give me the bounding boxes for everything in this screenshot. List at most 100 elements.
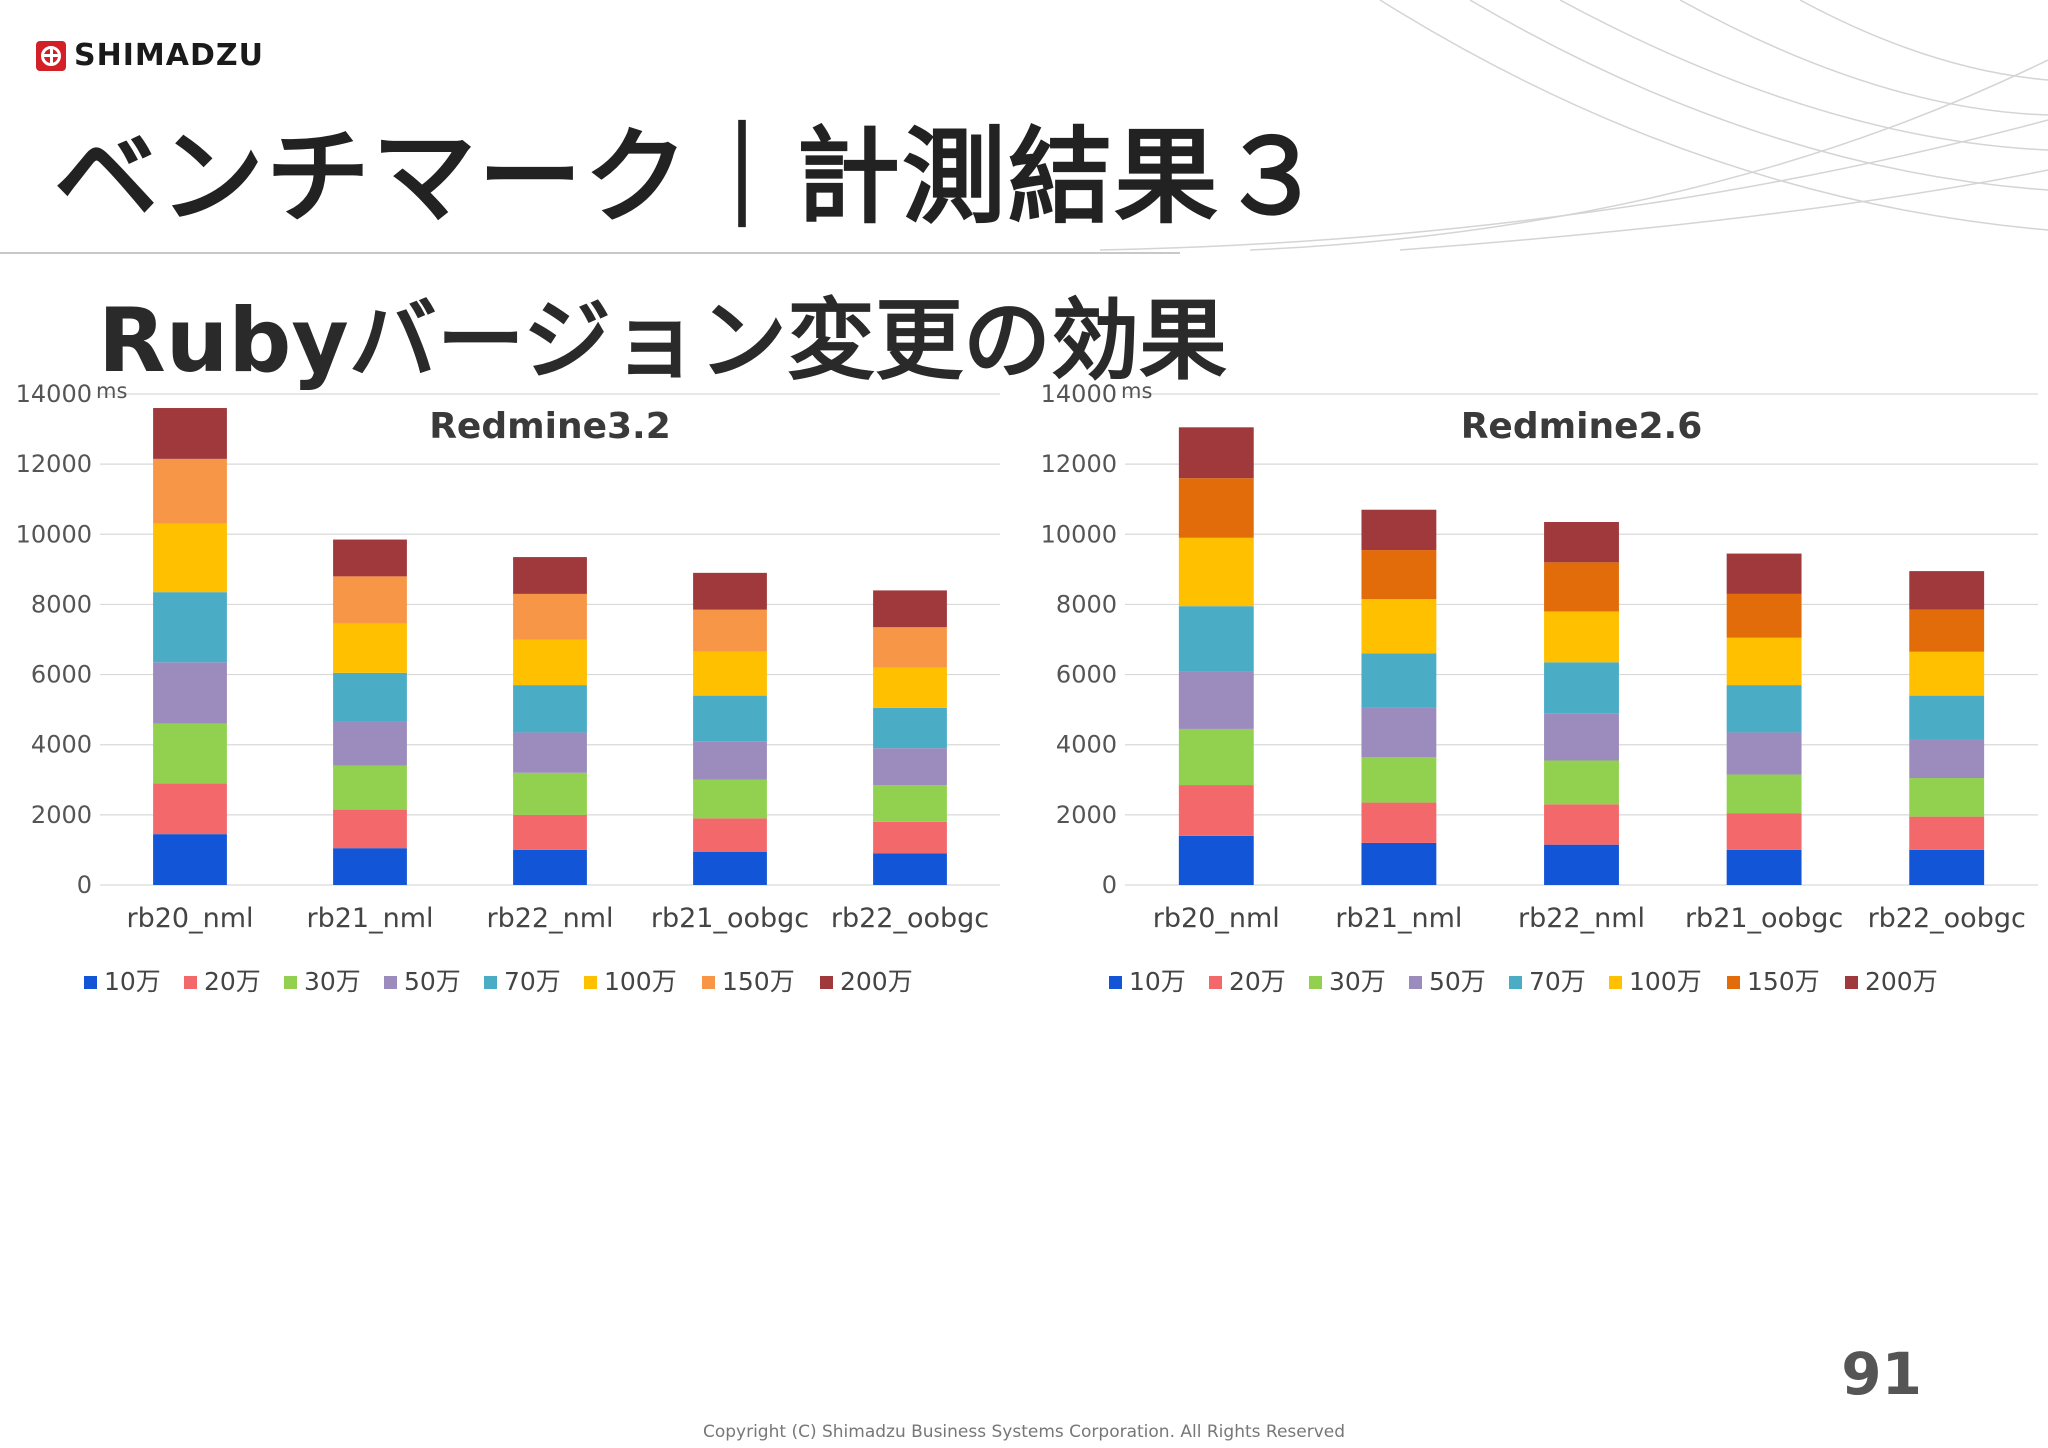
bar-segment [1544,522,1619,563]
legend-swatch [820,976,833,989]
bar-segment [1909,816,1985,850]
bar-segment [1178,537,1254,607]
bar-segment [513,593,587,640]
bar-segment [693,695,767,742]
bar-segment [1726,637,1802,686]
bar-segment [333,539,407,577]
bar-segment [1361,756,1437,803]
legend-label: 200万 [1865,967,1938,996]
x-tick-label: rb20_nml [126,903,253,934]
legend-swatch [1845,976,1858,989]
y-tick-label: 6000 [1056,661,1117,689]
legend-label: 100万 [604,967,677,996]
x-tick-label: rb21_nml [1335,903,1462,934]
bar-segment [1544,844,1619,885]
bar-segment [693,779,767,819]
bar-segment [153,783,227,835]
y-tick-label: 4000 [1056,731,1117,759]
bar-segment [513,732,587,773]
legend-label: 10万 [104,967,161,996]
x-tick-label: rb22_nml [486,903,613,934]
bar-segment [1909,849,1985,885]
bar-segment [693,651,767,696]
bar-segment [873,748,947,786]
bar-segment [1726,813,1802,850]
bar-segment [1361,707,1437,757]
y-tick-label: 4000 [31,731,92,759]
bar-segment [1909,609,1985,652]
bar-segment [1544,713,1619,761]
legend-swatch [384,976,397,989]
bar-segment [873,707,947,749]
bar-segment [1361,550,1437,600]
bar-segment [153,458,227,524]
decorative-arcs [1099,0,2048,251]
bar-segment [1726,849,1802,885]
legend-swatch [1727,976,1740,989]
y-tick-label: 2000 [1056,801,1117,829]
y-tick-label: 8000 [31,590,92,618]
x-tick-label: rb21_nml [306,903,433,934]
bar-segment [153,408,227,459]
bar-segment [1544,562,1619,612]
x-tick-label: rb22_nml [1518,903,1645,934]
bar-segment [1726,553,1802,594]
bar-segment [1726,732,1802,775]
y-tick-label: 2000 [31,801,92,829]
shimadzu-logo-icon [36,40,66,71]
y-tick-label: 8000 [1056,590,1117,618]
y-tick-label: 12000 [16,450,92,478]
bar-segment [1909,651,1985,696]
bar-segment [1909,571,1985,610]
legend-label: 150万 [722,967,795,996]
bar-segment [1544,662,1619,714]
chart-redmine26: 0 2000 4000 6000 8000 10000 12000 14000 ms Redmin… [1041,379,2038,996]
y-tick-label: 6000 [31,661,92,689]
bar-segment [333,721,407,766]
legend-swatch [84,976,97,989]
bar-segment [1178,478,1254,538]
legend-label: 30万 [304,967,361,996]
bar-segment [1726,593,1802,638]
legend-swatch [284,976,297,989]
bar-segment [333,672,407,722]
brand-logo: SHIMADZU [36,38,264,73]
bar-segment [333,576,407,624]
bar-segment [153,834,227,885]
bar-segment [1361,599,1437,654]
bar-segment [873,667,947,708]
bar-segment [1726,774,1802,814]
bar-segment [873,821,947,854]
copyright: Copyright (C) Shimadzu Business Systems … [702,1422,1346,1442]
legend-label: 20万 [1229,967,1286,996]
y-tick-label: 0 [1102,871,1117,899]
bar-segment [1361,842,1437,885]
legend-label: 70万 [504,967,561,996]
bar-segment [1909,778,1985,817]
x-tick-label: rb22_oobgc [831,903,989,934]
bar-segment [333,809,407,849]
bar-segment [1544,611,1619,663]
bar-segment [693,851,767,885]
bar-segment [153,723,227,784]
y-tick-label: 0 [77,871,92,899]
legend-swatch [1409,976,1422,989]
legend-label: 150万 [1747,967,1820,996]
bar-segment [873,627,947,668]
legend-label: 50万 [404,967,461,996]
legend-label: 20万 [204,967,261,996]
bar-segment [513,639,587,686]
slide-title: ベンチマーク｜計測結果３ [54,116,1327,238]
legend-swatch [702,976,715,989]
y-axis-unit: ms [1121,379,1152,403]
legend-swatch [184,976,197,989]
x-tick-label: rb22_oobgc [1868,903,2026,934]
legend-swatch [1109,976,1122,989]
bar-segment [513,557,587,594]
legend-swatch [484,976,497,989]
bar-segment [873,785,947,822]
brand-name: SHIMADZU [74,38,264,73]
legend-label: 50万 [1429,967,1486,996]
bar-segment [513,849,587,885]
bar-segment [1178,728,1254,786]
